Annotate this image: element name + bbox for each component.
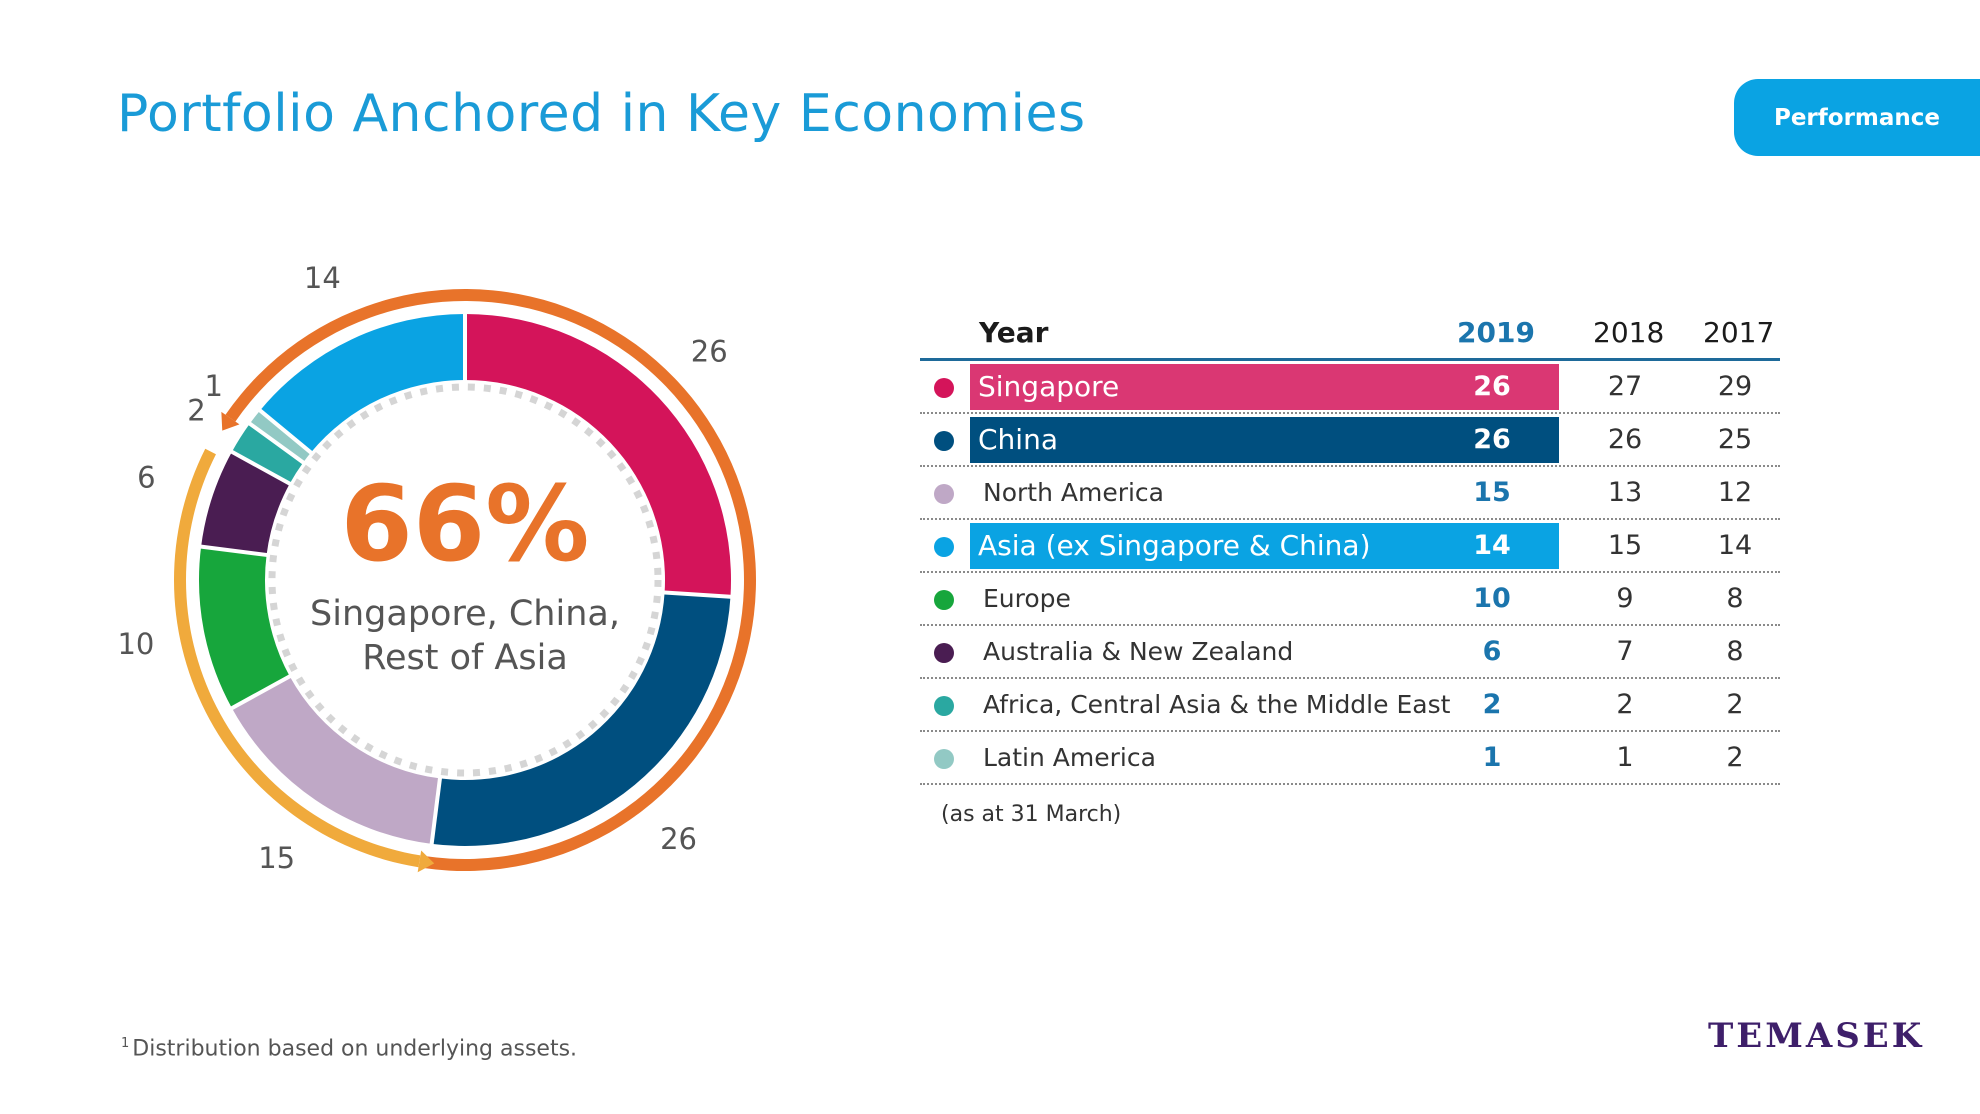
tab-performance[interactable]: Performance [1734, 79, 1980, 156]
asia-group-arc-arrowhead [221, 411, 240, 431]
segment-separator [429, 776, 443, 847]
donut-value-label: 1 [205, 369, 223, 403]
rest-of-world-arc [173, 448, 421, 868]
region-label: Europe [983, 584, 1071, 613]
value-2017: 2 [1726, 689, 1744, 720]
value-2018: 7 [1616, 636, 1634, 667]
donut-segment-china [431, 592, 731, 846]
table-row: Singapore 26 27 29 [920, 361, 1780, 414]
center-label-line1: Singapore, China, [310, 594, 620, 634]
portfolio-table: Year 2019 2018 2017 Singapore 26 27 29 China… [920, 312, 1780, 785]
donut-value-label: 14 [304, 261, 341, 295]
region-label: Australia & New Zealand [983, 637, 1294, 666]
footnote: 1 Distribution based on underlying assets… [121, 1036, 577, 1061]
legend-dot [934, 590, 954, 610]
rest-of-world-arc-arrowhead [417, 850, 435, 873]
region-label: China [978, 423, 1058, 456]
value-2018: 13 [1607, 477, 1643, 508]
table-row: Europe 10 9 8 [920, 573, 1780, 626]
highlight-bar [970, 364, 1559, 410]
legend-dot [934, 643, 954, 663]
header-year: Year [979, 316, 1049, 349]
donut-value-label: 10 [117, 627, 154, 661]
table-header: Year 2019 2018 2017 [920, 312, 1780, 361]
donut-value-label: 2 [187, 394, 205, 428]
table-row: Asia (ex Singapore & China) 14 15 14 [920, 520, 1780, 573]
donut-segment-singapore [465, 314, 731, 597]
value-2018: 9 [1616, 583, 1634, 614]
footnote-mark: 1 [121, 1036, 130, 1051]
footnote-text: Distribution based on underlying assets. [132, 1036, 578, 1062]
legend-dot [934, 749, 954, 769]
temasek-logo: TEMASEK [1708, 1016, 1925, 1056]
value-2019: 15 [1473, 477, 1511, 508]
table-row: China 26 26 25 [920, 414, 1780, 467]
region-label: Singapore [978, 370, 1120, 403]
segment-separator [198, 544, 269, 558]
portfolio-donut-chart: 26 26 15 10 621 14 66% Singapore, China, Rest… [117, 261, 757, 875]
value-2017: 29 [1717, 371, 1753, 402]
segment-separator [229, 673, 293, 711]
donut-value-label: 26 [691, 335, 728, 369]
legend-dot [934, 537, 954, 557]
inner-dashed-ring [268, 383, 662, 777]
highlight-bar [970, 523, 1559, 569]
value-2017: 8 [1726, 583, 1744, 614]
value-2017: 25 [1717, 424, 1753, 455]
as-at-note: (as at 31 March) [941, 802, 1122, 827]
value-2019: 2 [1482, 689, 1502, 720]
table-row: Africa, Central Asia & the Middle East 2 2… [920, 679, 1780, 732]
donut-segment-africa-cam [231, 423, 304, 484]
donut-segment-europe [199, 546, 290, 709]
donut-value-label: 26 [660, 822, 697, 856]
donut-value-label: 6 [137, 460, 155, 494]
segment-separator [247, 420, 306, 466]
donut-value-label: 15 [258, 841, 295, 875]
legend-dot [934, 431, 954, 451]
value-2019: 26 [1473, 371, 1511, 402]
region-label: North America [983, 478, 1164, 507]
table-row: North America 15 13 12 [920, 467, 1780, 520]
legend-dot [934, 696, 954, 716]
value-2019: 14 [1473, 530, 1511, 561]
header-2018: 2018 [1593, 316, 1665, 349]
segment-separator [662, 590, 733, 599]
legend-dot [934, 484, 954, 504]
donut-segment-north-america [231, 676, 440, 844]
table-row: Latin America 1 1 2 [920, 732, 1780, 785]
value-2018: 15 [1607, 530, 1643, 561]
center-percentage: 66% [341, 463, 590, 585]
value-2017: 2 [1726, 742, 1744, 773]
value-2019: 26 [1473, 424, 1511, 455]
value-2019: 10 [1473, 583, 1511, 614]
header-2017: 2017 [1703, 316, 1775, 349]
donut-segment-australia-nz [201, 451, 290, 555]
region-label: Asia (ex Singapore & China) [978, 529, 1371, 562]
value-2017: 12 [1717, 477, 1753, 508]
highlight-bar [970, 417, 1559, 463]
value-2017: 8 [1726, 636, 1744, 667]
page-title: Portfolio Anchored in Key Economies [117, 84, 1086, 144]
value-2018: 1 [1616, 742, 1634, 773]
segment-separator [229, 449, 293, 487]
value-2019: 1 [1482, 742, 1502, 773]
region-label: Africa, Central Asia & the Middle East [983, 690, 1451, 719]
donut-segment-latin-america [249, 410, 311, 463]
segment-separator [257, 407, 314, 456]
value-2018: 26 [1607, 424, 1643, 455]
value-2018: 2 [1616, 689, 1634, 720]
table-row: Australia & New Zealand 6 7 8 [920, 626, 1780, 679]
value-2018: 27 [1607, 371, 1643, 402]
value-2019: 6 [1482, 636, 1502, 667]
donut-segment-asia-ex [260, 314, 465, 453]
legend-dot [934, 378, 954, 398]
header-2019: 2019 [1457, 316, 1535, 349]
region-label: Latin America [983, 743, 1156, 772]
value-2017: 14 [1717, 530, 1753, 561]
center-label-line2: Rest of Asia [362, 638, 568, 678]
